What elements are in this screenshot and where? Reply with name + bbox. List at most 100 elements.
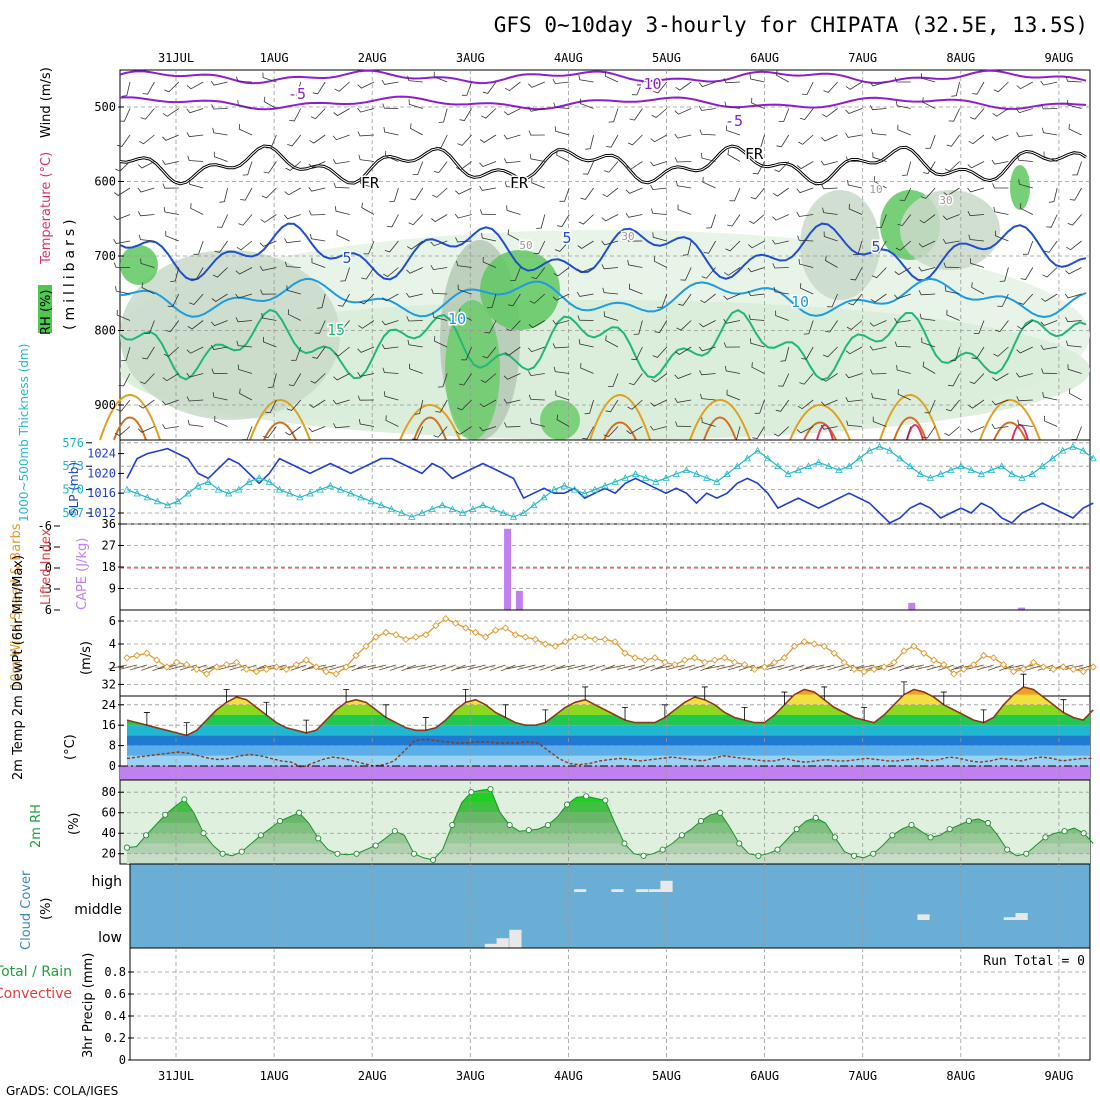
cape-label: CAPE (J/kg) — [75, 538, 90, 610]
upper-wind-barb — [235, 317, 253, 323]
upper-wind-barb — [827, 293, 838, 308]
rh-marker — [602, 797, 609, 804]
cloud-panel: high middle low Cloud Cover (%) — [19, 863, 1091, 950]
upper-wind-barb — [727, 149, 741, 162]
surface-wind-barb — [899, 664, 915, 672]
rh-marker — [870, 850, 877, 857]
upper-wind-barb — [556, 414, 570, 427]
wind-speed-marker — [372, 633, 380, 641]
upper-wind-barb — [142, 81, 155, 95]
upper-wind-barb — [944, 426, 960, 436]
wind-speed-marker — [910, 642, 918, 650]
upper-wind-barb — [357, 371, 375, 377]
upper-wind-barb — [410, 123, 423, 136]
top-date-31JUL: 31JUL — [158, 51, 194, 65]
upper-wind-barb — [944, 286, 960, 295]
surface-wind-barb — [727, 664, 745, 671]
thickness-marker — [408, 513, 416, 520]
upper-wind-barb — [675, 81, 692, 91]
upper-wind-barb — [1015, 372, 1033, 378]
thickness-marker — [428, 505, 436, 512]
upper-wind-barb — [772, 214, 789, 221]
rh-marker — [1080, 830, 1087, 837]
precip-tick-0.2: 0.2 — [104, 1031, 126, 1045]
upper-wind-barb — [113, 187, 131, 196]
rh-markers — [123, 786, 1087, 863]
thickness-marker — [967, 466, 975, 473]
upper-wind-barb — [530, 418, 545, 427]
upper-wind-barb — [406, 240, 424, 250]
wind-speed-marker — [1049, 665, 1058, 673]
thickness-marker — [998, 462, 1006, 470]
isotherm-25-dome — [803, 421, 837, 441]
upper-wind-barb — [211, 104, 228, 110]
upper-wind-barb — [260, 214, 277, 223]
upper-wind-barb — [382, 367, 399, 374]
upper-wind-barb — [263, 426, 277, 439]
upper-wind-barb — [1016, 81, 1033, 90]
upper-wind-barb — [798, 134, 814, 145]
wind-speed-marker — [750, 665, 759, 673]
wind-speed-marker — [561, 638, 569, 646]
upper-wind-barb — [894, 317, 911, 323]
upper-wind-barb — [213, 151, 228, 162]
upper-wind-barb — [528, 371, 545, 377]
minmax-bar — [542, 709, 549, 723]
upper-wind-barb — [729, 187, 741, 202]
rh-shade-blob — [900, 190, 1000, 270]
rh-marker — [123, 844, 130, 851]
upper-wind-barb — [162, 183, 179, 189]
isotherm-20-dome — [879, 394, 941, 441]
wind-speed-marker — [681, 656, 689, 664]
upper-wind-barb — [894, 267, 912, 276]
thickness-marker — [235, 485, 243, 493]
surface-wind-barb — [451, 664, 466, 672]
cloud-level-middle: middle — [74, 902, 122, 918]
wind-speed-marker — [481, 633, 490, 641]
upper-wind-barb — [699, 129, 716, 136]
upper-wind-barb — [119, 108, 131, 122]
surface-wind-barb — [251, 664, 267, 672]
thickness-marker — [733, 462, 741, 470]
upper-wind-barb — [701, 153, 716, 162]
rh-marker — [736, 840, 743, 847]
surface-wind-barb — [949, 664, 964, 672]
cloud-cell-middle — [1015, 913, 1028, 920]
upper-wind-barb — [726, 389, 741, 401]
rh-tick-40: 40 — [102, 826, 116, 840]
isotherm-label: 10 — [791, 293, 809, 311]
thickness-marker — [265, 477, 274, 485]
surface-wind-barb — [987, 664, 1004, 671]
upper-wind-barb — [193, 240, 204, 255]
thickness-marker — [784, 470, 792, 477]
surface-wind-barb — [805, 664, 825, 670]
rh-tick-80: 80 — [102, 785, 116, 799]
upper-wind-barb — [557, 214, 570, 227]
top-date-4AUG: 4AUG — [554, 51, 583, 65]
upper-wind-barb — [626, 161, 643, 170]
upper-wind-barb — [287, 309, 301, 321]
upper-wind-barb — [993, 346, 1009, 357]
minmax-bar — [223, 689, 230, 703]
upper-wind-barb — [554, 240, 570, 252]
li-tick--3: -3 — [38, 540, 52, 554]
wind-speed-marker — [1019, 665, 1028, 673]
upper-wind-barb — [113, 238, 131, 244]
surface-wind-barb — [766, 664, 785, 670]
wind-speed-marker — [462, 624, 470, 632]
surface-wind-barb — [999, 664, 1014, 672]
upper-wind-barb — [800, 283, 814, 295]
thickness-marker — [204, 477, 212, 485]
upper-wind-barb — [212, 127, 228, 136]
wind-speed-marker — [252, 667, 261, 676]
upper-wind-barb — [406, 267, 423, 274]
upper-wind-barb — [186, 346, 204, 354]
upper-wind-barb — [918, 266, 936, 272]
isotherm-20-dome — [399, 404, 461, 441]
pressure-tick-800: 800 — [94, 324, 116, 338]
isotherm-label: 50 — [519, 239, 532, 252]
millibars-label: (millibars) — [62, 215, 78, 330]
upper-wind-barb — [144, 320, 155, 334]
upper-wind-barb — [162, 373, 180, 382]
wind-speed-marker — [960, 665, 968, 673]
